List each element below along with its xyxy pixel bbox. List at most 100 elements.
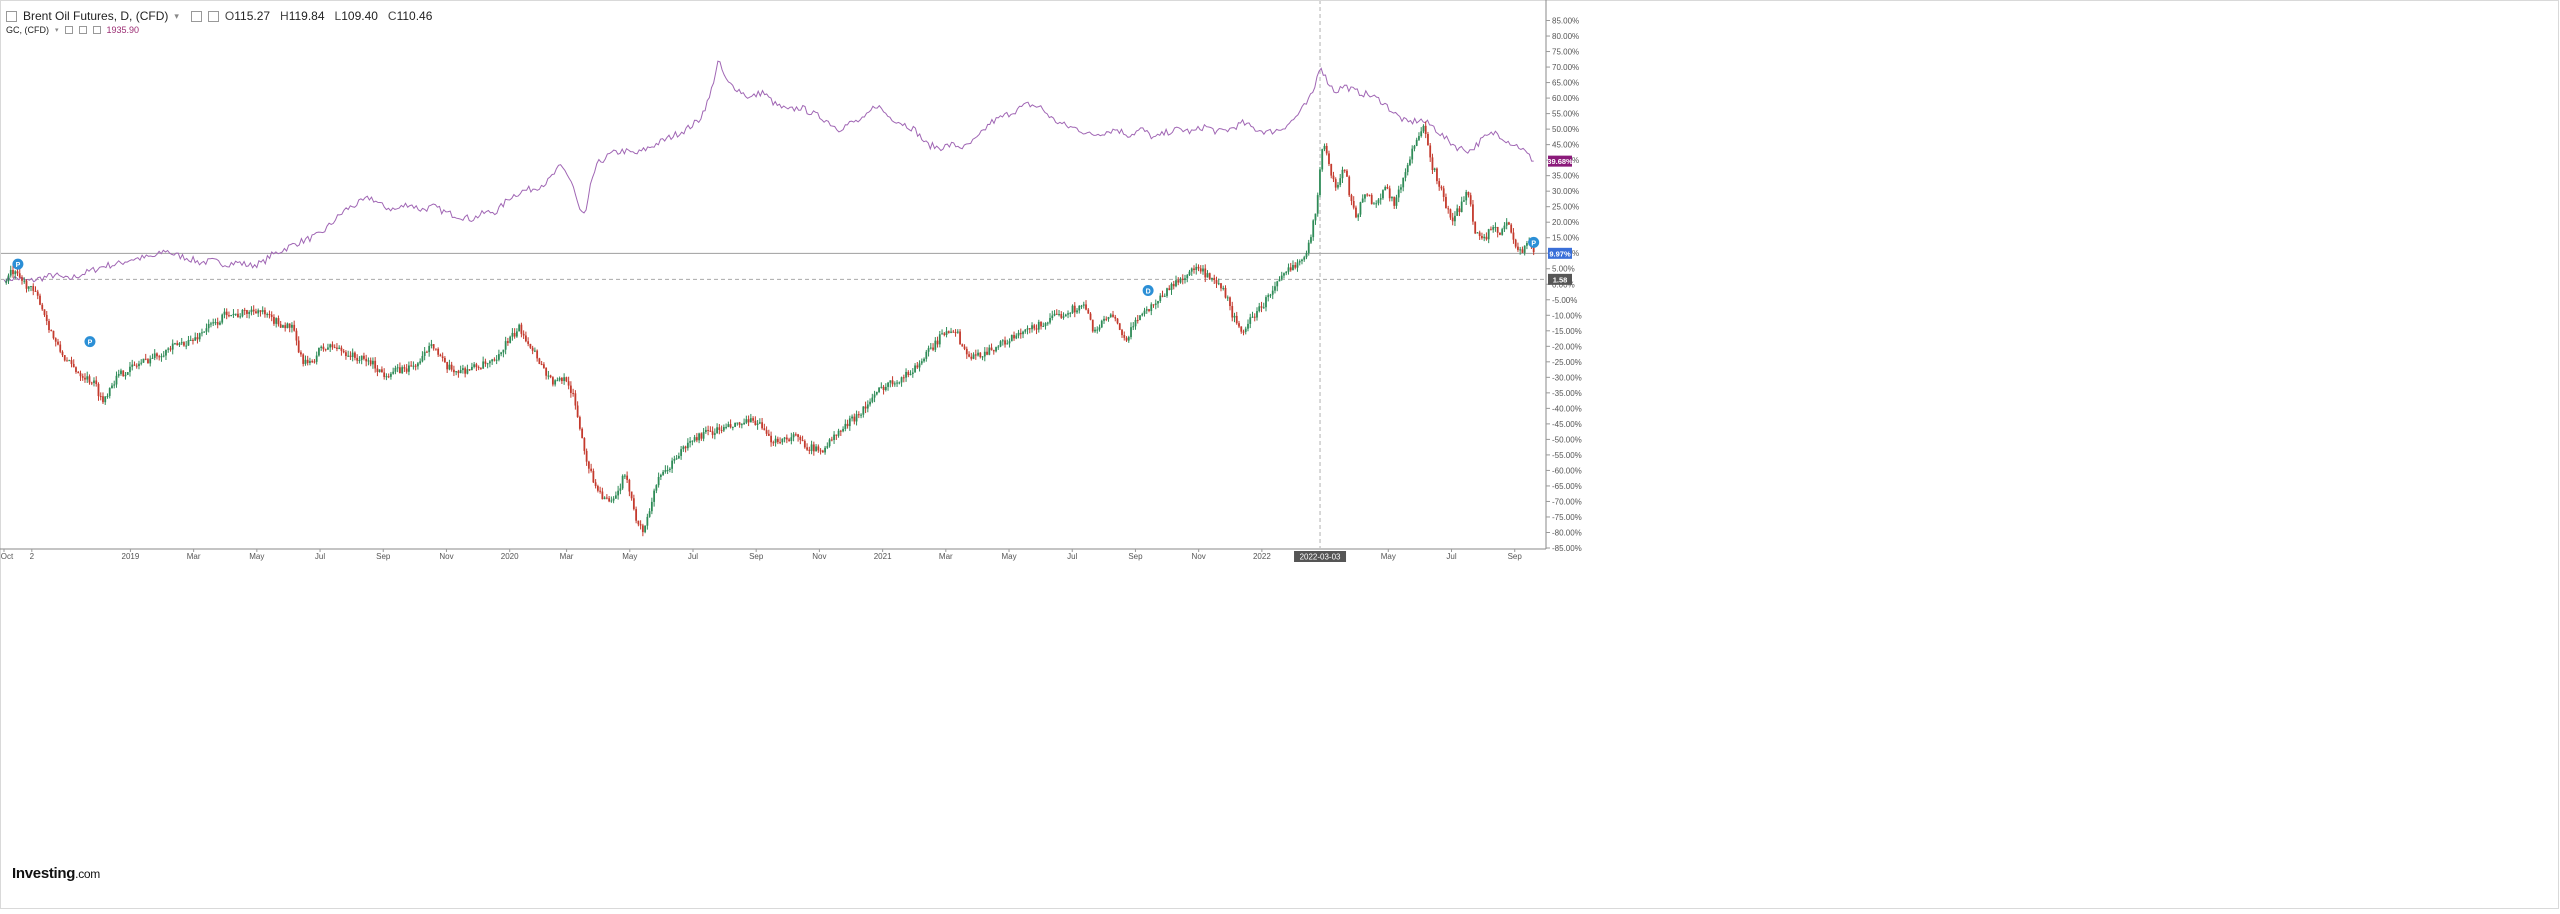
x-tick-label: May: [249, 552, 264, 561]
brent-candle: [365, 354, 368, 367]
brent-candle: [774, 435, 777, 447]
brent-candle: [709, 426, 712, 432]
brent-candle: [999, 340, 1002, 348]
candle-body: [936, 340, 939, 345]
x-tick-label: Sep: [749, 552, 764, 561]
brent-candle: [360, 355, 363, 365]
brent-candle: [977, 349, 979, 357]
candle-body: [1332, 175, 1335, 180]
candle-body: [7, 275, 10, 282]
candle-body: [605, 497, 608, 499]
candle-body: [102, 396, 104, 403]
brent-candle: [1175, 275, 1177, 288]
x-tick-label: Mar: [560, 552, 574, 561]
legend-compare-title: GC, (CFD): [6, 25, 49, 35]
brent-candle: [1487, 228, 1490, 244]
candle-body: [34, 290, 37, 292]
compare-settings-icon[interactable]: [78, 26, 87, 34]
candle-body: [693, 437, 696, 441]
brent-candle: [1505, 218, 1508, 230]
brent-candle: [767, 429, 770, 437]
brent-candle: [1127, 335, 1130, 343]
brent-candle: [781, 438, 784, 445]
brent-candle: [1172, 280, 1175, 290]
brent-candle: [839, 429, 842, 436]
brent-candle: [309, 357, 311, 366]
brent-candle: [171, 339, 174, 355]
candle-body: [603, 497, 606, 500]
candle-body: [1244, 328, 1247, 332]
candle-body: [1096, 329, 1099, 331]
visibility-icon[interactable]: [190, 10, 202, 22]
brent-candle: [151, 353, 154, 359]
candle-body: [549, 375, 552, 378]
brent-candles-layer: [5, 121, 1535, 537]
brent-candle: [304, 355, 307, 366]
brent-candle: [1298, 259, 1301, 266]
brent-candle: [1163, 293, 1166, 297]
brent-candle: [1071, 304, 1074, 314]
brent-candle: [959, 329, 961, 345]
compare-chevron-icon[interactable]: ▾: [55, 27, 59, 34]
collapse-icon[interactable]: [6, 10, 17, 22]
brent-candle: [680, 445, 683, 460]
candle-body: [945, 331, 948, 335]
compare-visibility-icon[interactable]: [64, 26, 73, 34]
candle-body: [1440, 186, 1443, 189]
candle-body: [331, 344, 334, 348]
brent-candle: [520, 322, 523, 338]
brent-candle: [149, 355, 152, 367]
brent-candle: [743, 418, 745, 425]
candle-body: [711, 431, 714, 435]
brent-candle: [995, 346, 997, 353]
brent-candle: [214, 318, 217, 326]
compare-remove-icon[interactable]: [92, 26, 101, 34]
candle-body: [626, 475, 629, 480]
settings-icon[interactable]: [207, 10, 219, 22]
candle-body: [77, 371, 80, 374]
brent-candle: [1359, 201, 1362, 218]
brent-candle: [205, 323, 208, 335]
brent-candle: [891, 376, 894, 387]
candle-body: [1026, 328, 1029, 330]
candle-body: [158, 356, 161, 358]
candle-body: [142, 358, 145, 363]
brent-candle: [772, 440, 775, 446]
brent-candle: [558, 376, 561, 382]
candle-body: [1082, 304, 1085, 306]
brent-candle: [533, 347, 536, 353]
brent-candle: [1134, 317, 1137, 330]
brent-candle: [111, 382, 113, 389]
brent-candle: [264, 307, 266, 318]
chevron-down-icon[interactable]: ▾: [174, 10, 179, 21]
brent-candle: [349, 351, 352, 361]
candle-body: [644, 525, 647, 533]
candle-body: [608, 498, 611, 502]
candle-body: [138, 363, 140, 367]
brent-candle: [968, 351, 970, 358]
brent-candle: [797, 433, 799, 442]
brent-candle: [1082, 301, 1085, 309]
brent-candle: [1231, 301, 1234, 322]
x-tick-label: 2021: [874, 552, 892, 561]
brent-candle: [1148, 308, 1150, 313]
brent-candle: [1271, 285, 1274, 300]
candle-body: [1098, 327, 1101, 330]
candle-body: [839, 430, 842, 432]
brent-candle: [268, 310, 271, 319]
candle-body: [934, 340, 937, 350]
brent-candle: [102, 392, 104, 404]
brent-candle: [255, 308, 257, 314]
candle-body: [961, 344, 964, 347]
candle-body: [1107, 316, 1110, 320]
brent-candle: [383, 368, 386, 380]
brent-candle: [592, 468, 595, 484]
candle-body: [54, 338, 57, 342]
candle-body: [446, 362, 449, 370]
candle-body: [794, 434, 797, 436]
brent-candle: [32, 283, 35, 296]
candle-body: [99, 396, 102, 398]
brent-candle: [830, 436, 833, 442]
